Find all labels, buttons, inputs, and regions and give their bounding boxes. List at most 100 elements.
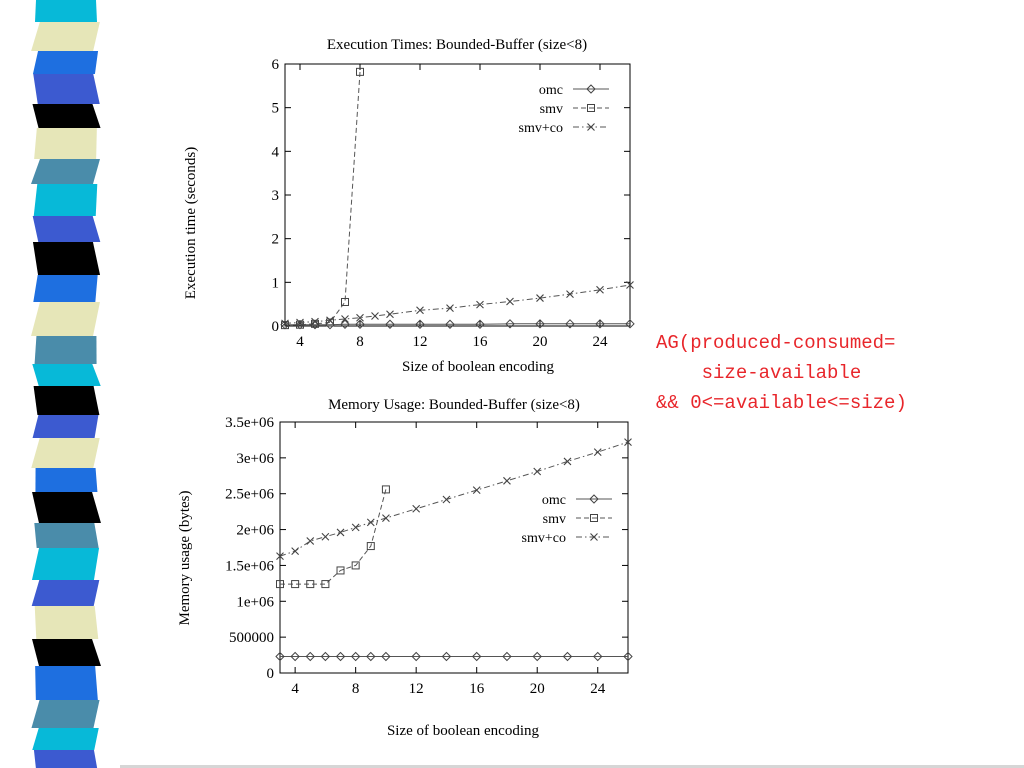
x-axis-label: Size of boolean encoding [402, 359, 555, 375]
diamond-marker [565, 319, 575, 329]
stripe-band [34, 523, 99, 548]
stripe-band [35, 0, 97, 22]
stripe-band [32, 51, 99, 74]
square-marker [296, 320, 304, 329]
stripe-band [31, 700, 100, 728]
diamond-marker [415, 319, 425, 329]
series-line [280, 489, 387, 585]
chart-title: Memory Usage: Bounded-Buffer (size<8) [328, 397, 580, 413]
diamond-marker [355, 319, 365, 329]
series-smv-co [281, 281, 634, 328]
diamond-marker [623, 651, 633, 662]
decorative-side-stripe [31, 0, 101, 768]
stripe-band [33, 386, 100, 415]
x-tick-label: 4 [296, 334, 304, 350]
cross-marker [566, 290, 574, 299]
stripe-band [34, 336, 97, 364]
y-tick-label: 1.5e+06 [225, 558, 274, 574]
stripe-band [31, 580, 100, 606]
stripe-band [31, 22, 100, 51]
square-marker [326, 318, 334, 327]
chart-title: Execution Times: Bounded-Buffer (size<8) [327, 37, 587, 53]
legend-label: omc [542, 493, 566, 508]
diamond-marker [471, 651, 482, 662]
formula-line: size-available [656, 362, 862, 384]
bottom-rule [120, 765, 1024, 768]
stripe-band [31, 438, 100, 468]
square-marker [336, 566, 345, 575]
series-omc [275, 651, 633, 662]
series-line [284, 71, 361, 326]
cross-marker [336, 528, 345, 537]
stripe-band [31, 159, 100, 184]
square-marker [590, 514, 598, 522]
diamond-marker [625, 319, 635, 329]
cross-marker [536, 294, 544, 302]
stripe-band [31, 548, 100, 580]
cross-marker [281, 319, 289, 328]
stripe-band [35, 666, 98, 700]
y-tick-label: 500000 [229, 630, 274, 646]
y-tick-label: 5 [272, 101, 280, 117]
cross-marker [356, 313, 364, 322]
cross-marker [416, 306, 424, 315]
square-marker [366, 542, 375, 551]
stripe-band [33, 750, 98, 768]
stripe-band [33, 184, 98, 216]
stripe-band [32, 415, 99, 438]
cross-marker [624, 438, 632, 446]
diamond-marker [441, 651, 452, 662]
y-tick-label: 3 [272, 188, 280, 204]
cross-marker [593, 448, 602, 457]
square-marker [587, 104, 595, 112]
legend-label: smv [543, 512, 566, 527]
cross-marker [276, 552, 284, 560]
square-marker [356, 67, 364, 76]
legend-label: smv+co [522, 531, 566, 546]
y-tick-label: 1 [272, 275, 280, 291]
cross-marker [506, 297, 514, 306]
y-tick-label: 0 [272, 319, 280, 335]
legend-label: smv+co [519, 121, 563, 136]
cross-marker [326, 316, 334, 325]
cross-marker [533, 467, 542, 476]
diamond-marker [385, 319, 395, 329]
stripe-band [31, 302, 100, 336]
x-tick-label: 12 [413, 334, 428, 350]
square-marker [321, 580, 330, 589]
diamond-marker [340, 319, 350, 329]
cross-marker [386, 310, 394, 319]
y-axis-label: Execution time (seconds) [183, 147, 199, 299]
y-tick-label: 2.5e+06 [225, 487, 274, 503]
memory-usage-chart: Memory Usage: Bounded-Buffer (size<8) Si… [177, 397, 633, 739]
cross-marker [412, 504, 421, 513]
diamond-marker [381, 651, 391, 662]
y-tick-label: 0 [267, 666, 275, 682]
square-marker [381, 485, 390, 494]
diamond-marker [290, 651, 300, 662]
y-tick-label: 4 [272, 144, 280, 160]
x-tick-label: 12 [409, 681, 424, 697]
x-tick-label: 8 [352, 681, 360, 697]
cross-marker [306, 537, 315, 545]
cross-marker [296, 318, 304, 327]
ltl-formula-text: AG(produced-consumed= size-available && … [656, 328, 907, 418]
diamond-marker [350, 651, 361, 662]
diamond-marker [502, 651, 512, 662]
square-marker [351, 561, 360, 570]
cross-marker [291, 547, 300, 555]
execution-time-chart: Execution Times: Bounded-Buffer (size<8)… [183, 37, 635, 375]
diamond-marker [335, 651, 346, 662]
diamond-marker [505, 319, 515, 329]
plot-frame [279, 421, 629, 674]
stripe-band [35, 468, 98, 492]
series-line [284, 284, 631, 324]
plot-frame [284, 63, 631, 327]
x-tick-label: 16 [469, 681, 485, 697]
stripe-band [32, 728, 99, 750]
stripe-band [33, 74, 100, 104]
y-tick-label: 3.5e+06 [225, 415, 274, 431]
diamond-marker [445, 319, 455, 329]
diamond-marker [532, 651, 542, 662]
diamond-marker [562, 651, 573, 662]
